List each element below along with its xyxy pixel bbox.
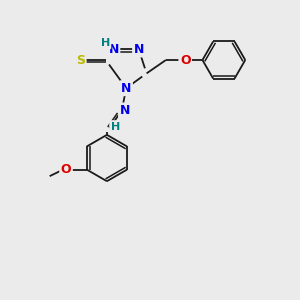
Text: N: N bbox=[121, 82, 131, 95]
Text: N: N bbox=[109, 43, 119, 56]
Text: O: O bbox=[180, 53, 190, 67]
Text: O: O bbox=[61, 163, 71, 176]
Text: H: H bbox=[101, 38, 110, 48]
Text: H: H bbox=[111, 122, 120, 131]
Text: N: N bbox=[134, 43, 144, 56]
Text: S: S bbox=[76, 54, 85, 67]
Text: N: N bbox=[119, 104, 130, 117]
